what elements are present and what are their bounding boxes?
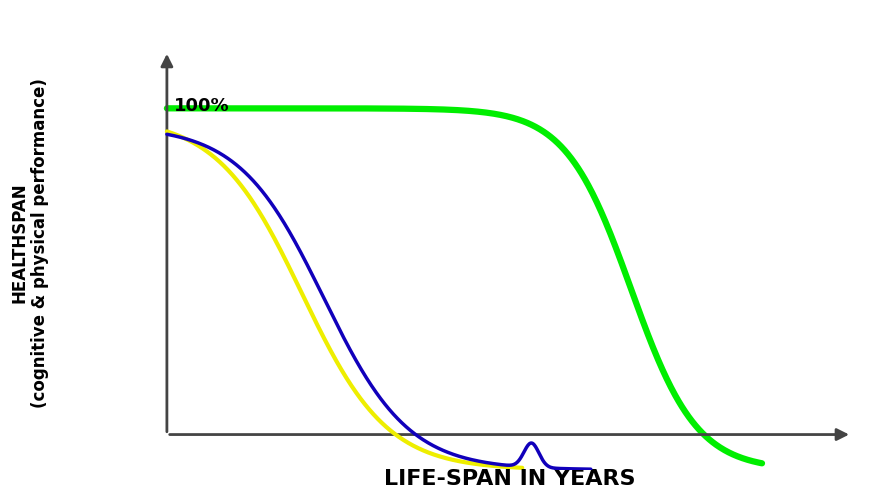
- Text: 100%: 100%: [173, 97, 230, 115]
- Text: LIFE-SPAN IN YEARS: LIFE-SPAN IN YEARS: [384, 469, 635, 489]
- Text: HEALTHSPAN
(cognitive & physical performance): HEALTHSPAN (cognitive & physical perform…: [11, 78, 49, 408]
